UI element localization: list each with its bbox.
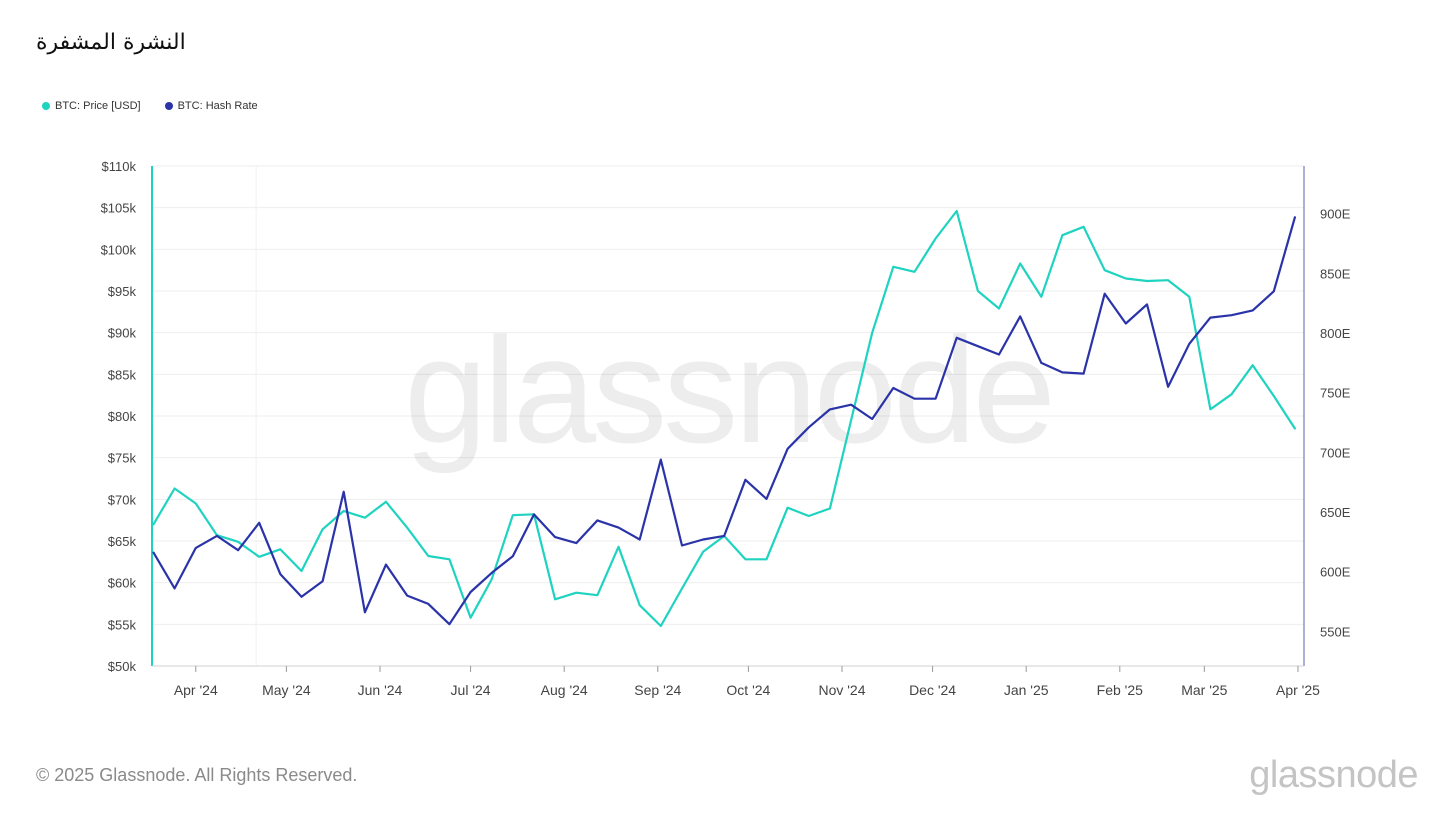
y-left-tick-label: $110k [102, 159, 137, 174]
y-left-tick-label: $85k [108, 367, 137, 382]
y-left-tick-label: $60k [108, 576, 137, 591]
y-left-tick-label: $90k [108, 326, 137, 341]
legend: BTC: Price [USD] BTC: Hash Rate [42, 100, 258, 112]
x-tick-label: Jun '24 [358, 682, 403, 698]
chart-watermark: glassnode [404, 306, 1052, 474]
y-right-tick-label: 850E [1320, 266, 1351, 281]
y-left-tick-label: $95k [108, 284, 137, 299]
legend-price-dot-icon [42, 102, 50, 110]
y-right-tick-label: 700E [1320, 445, 1351, 460]
y-right-tick-label: 650E [1320, 505, 1351, 520]
x-tick-label: Feb '25 [1097, 682, 1143, 698]
x-tick-label: Sep '24 [634, 682, 681, 698]
legend-price-label: BTC: Price [USD] [55, 100, 141, 112]
page-title: النشرة المشفرة [36, 30, 186, 55]
x-tick-label: May '24 [262, 682, 311, 698]
x-tick-label: Dec '24 [909, 682, 956, 698]
y-right-tick-label: 550E [1320, 624, 1351, 639]
y-left-tick-label: $80k [108, 409, 137, 424]
y-left-tick-label: $70k [108, 492, 137, 507]
y-right-tick-label: 600E [1320, 565, 1351, 580]
x-tick-label: Aug '24 [541, 682, 588, 698]
y-left-tick-label: $100k [101, 242, 137, 257]
legend-hashrate-dot-icon [164, 102, 173, 110]
x-tick-label: Oct '24 [726, 682, 770, 698]
y-left-tick-label: $65k [108, 534, 137, 549]
brand-logo: glassnode [1249, 754, 1418, 796]
copyright-text: © 2025 Glassnode. All Rights Reserved. [36, 765, 358, 785]
y-left-tick-label: $105k [101, 201, 137, 216]
legend-item-hashrate[interactable]: BTC: Hash Rate [164, 100, 258, 112]
x-tick-label: Jul '24 [451, 682, 491, 698]
x-tick-label: Mar '25 [1181, 682, 1227, 698]
y-left-tick-label: $50k [108, 659, 137, 674]
y-right-tick-label: 900E [1320, 207, 1351, 222]
y-left-tick-label: $75k [108, 451, 137, 466]
x-tick-label: Apr '24 [174, 682, 218, 698]
x-tick-label: Nov '24 [818, 682, 865, 698]
legend-hashrate-label: BTC: Hash Rate [177, 100, 258, 112]
x-tick-label: Apr '25 [1276, 682, 1320, 698]
y-right-tick-label: 800E [1320, 326, 1351, 341]
y-right-tick-label: 750E [1320, 386, 1351, 401]
y-left-tick-label: $55k [108, 617, 137, 632]
x-tick-label: Jan '25 [1004, 682, 1049, 698]
legend-item-price[interactable]: BTC: Price [USD] [42, 100, 141, 112]
